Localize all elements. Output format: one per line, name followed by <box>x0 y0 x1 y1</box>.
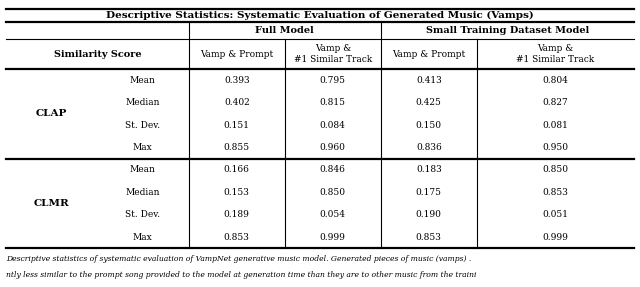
Text: Descriptive Statistics: Systematic Evaluation of Generated Music (Vamps): Descriptive Statistics: Systematic Evalu… <box>106 11 534 20</box>
Text: 0.175: 0.175 <box>416 188 442 197</box>
Text: ntly less similar to the prompt song provided to the model at generation time th: ntly less similar to the prompt song pro… <box>6 271 477 279</box>
Text: 0.795: 0.795 <box>320 76 346 85</box>
Text: 0.425: 0.425 <box>416 98 442 107</box>
Text: 0.402: 0.402 <box>224 98 250 107</box>
Text: 0.950: 0.950 <box>542 143 568 152</box>
Text: 0.151: 0.151 <box>224 121 250 130</box>
Text: Vamp &
#1 Similar Track: Vamp & #1 Similar Track <box>516 44 595 64</box>
Text: Median: Median <box>125 98 159 107</box>
Text: Max: Max <box>132 143 152 152</box>
Text: Vamp & Prompt: Vamp & Prompt <box>392 50 465 59</box>
Text: 0.190: 0.190 <box>416 210 442 219</box>
Text: 0.960: 0.960 <box>320 143 346 152</box>
Text: 0.853: 0.853 <box>224 232 250 242</box>
Text: CLMR: CLMR <box>33 199 69 208</box>
Text: 0.150: 0.150 <box>416 121 442 130</box>
Text: Similarity Score: Similarity Score <box>54 50 141 59</box>
Text: 0.846: 0.846 <box>320 165 346 174</box>
Text: 0.850: 0.850 <box>320 188 346 197</box>
Text: 0.815: 0.815 <box>320 98 346 107</box>
Text: 0.054: 0.054 <box>320 210 346 219</box>
Text: 0.836: 0.836 <box>416 143 442 152</box>
Text: 0.183: 0.183 <box>416 165 442 174</box>
Text: Vamp & Prompt: Vamp & Prompt <box>200 50 273 59</box>
Text: Median: Median <box>125 188 159 197</box>
Text: 0.853: 0.853 <box>542 188 568 197</box>
Text: 0.153: 0.153 <box>224 188 250 197</box>
Text: Descriptive statistics of systematic evaluation of VampNet generative music mode: Descriptive statistics of systematic eva… <box>6 255 472 263</box>
Text: 0.166: 0.166 <box>224 165 250 174</box>
Text: 0.999: 0.999 <box>320 232 346 242</box>
Text: St. Dev.: St. Dev. <box>125 210 160 219</box>
Text: 0.853: 0.853 <box>416 232 442 242</box>
Text: 0.999: 0.999 <box>542 232 568 242</box>
Text: 0.084: 0.084 <box>320 121 346 130</box>
Text: 0.051: 0.051 <box>542 210 568 219</box>
Text: 0.827: 0.827 <box>542 98 568 107</box>
Text: Max: Max <box>132 232 152 242</box>
Text: Small Training Dataset Model: Small Training Dataset Model <box>426 26 589 35</box>
Text: St. Dev.: St. Dev. <box>125 121 160 130</box>
Text: Full Model: Full Model <box>255 26 314 35</box>
Text: Mean: Mean <box>129 76 156 85</box>
Text: CLAP: CLAP <box>35 109 67 119</box>
Text: Vamp &
#1 Similar Track: Vamp & #1 Similar Track <box>294 44 372 64</box>
Text: 0.189: 0.189 <box>224 210 250 219</box>
Text: 0.393: 0.393 <box>224 76 250 85</box>
Text: 0.081: 0.081 <box>542 121 568 130</box>
Text: Mean: Mean <box>129 165 156 174</box>
Text: 0.850: 0.850 <box>542 165 568 174</box>
Text: 0.413: 0.413 <box>416 76 442 85</box>
Text: 0.804: 0.804 <box>542 76 568 85</box>
Text: 0.855: 0.855 <box>224 143 250 152</box>
